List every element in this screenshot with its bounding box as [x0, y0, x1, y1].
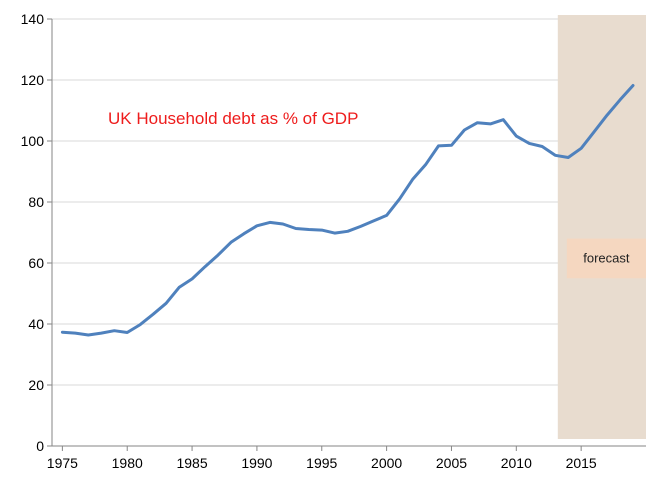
- x-axis-ticks: 1975 1980 1985 1990 1995 2000 2005 2010 2015: [47, 446, 597, 471]
- y-tick-label: 60: [28, 255, 44, 271]
- x-tick-label: 2010: [501, 455, 532, 471]
- x-tick-label: 1990: [241, 455, 272, 471]
- x-tick-label: 1995: [306, 455, 337, 471]
- gridlines: [52, 18, 646, 386]
- y-tick-label: 140: [21, 11, 45, 27]
- forecast-shade: [557, 15, 646, 439]
- x-tick-label: 1980: [112, 455, 143, 471]
- series-line: [60, 84, 635, 337]
- y-axis-ticks: 0 20 40 60 80 100 120 140: [21, 11, 52, 454]
- axes: [51, 19, 646, 447]
- forecast-label: forecast: [583, 250, 630, 265]
- y-tick-label: 0: [36, 438, 44, 454]
- x-tick-label: 1985: [176, 455, 207, 471]
- y-tick-label: 20: [28, 377, 44, 393]
- chart-title: UK Household debt as % of GDP: [108, 109, 358, 128]
- y-tick-label: 40: [28, 316, 44, 332]
- x-tick-label: 2000: [371, 455, 402, 471]
- forecast-region: forecast: [557, 15, 646, 439]
- y-tick-label: 80: [28, 194, 44, 210]
- x-tick-label: 2005: [436, 455, 467, 471]
- forecast-label-box: [566, 238, 646, 279]
- y-tick-label: 120: [21, 72, 45, 88]
- x-tick-label: 2015: [566, 455, 597, 471]
- series-group: [60, 84, 635, 337]
- y-tick-label: 100: [21, 133, 45, 149]
- x-tick-label: 1975: [47, 455, 78, 471]
